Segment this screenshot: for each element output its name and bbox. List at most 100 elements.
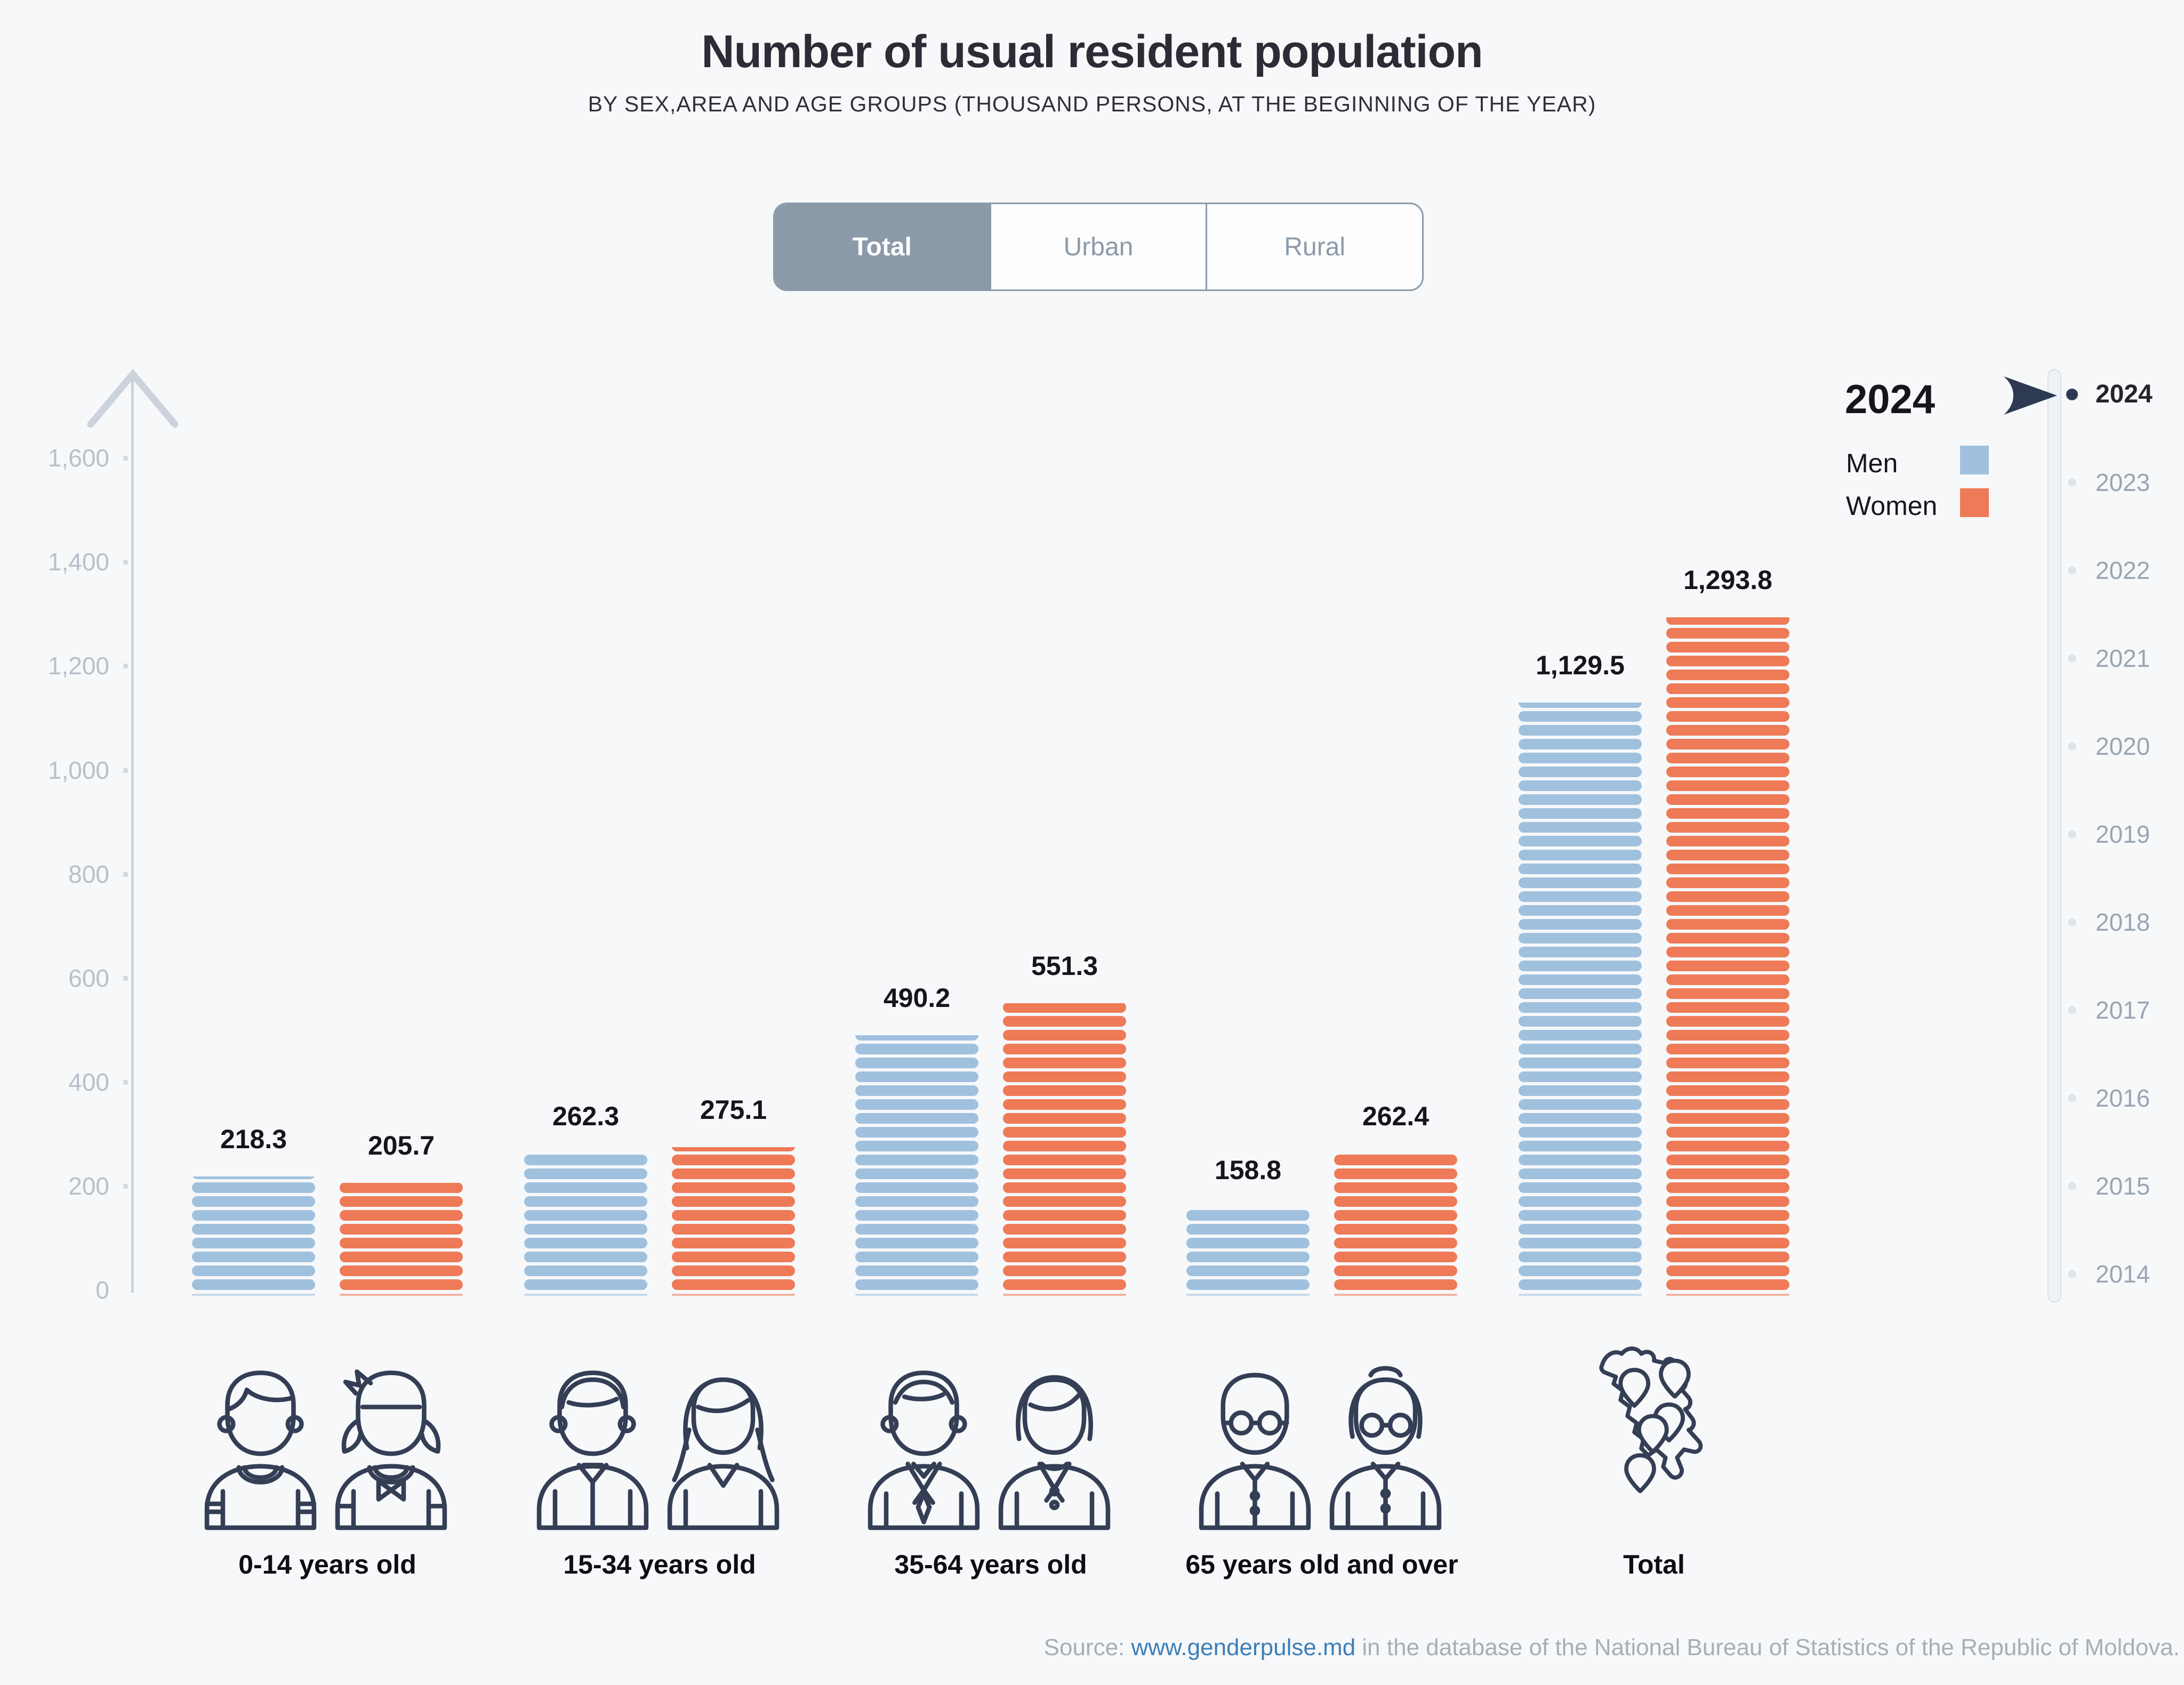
year-item-2021[interactable]: 2021 [2095, 644, 2150, 672]
bar-stripe [1666, 1224, 1789, 1235]
bar-stripe [524, 1155, 647, 1165]
year-item-2020[interactable]: 2020 [2095, 732, 2150, 760]
source-link[interactable]: www.genderpulse.md [1131, 1634, 1356, 1660]
bar-stripe [1003, 1113, 1126, 1124]
bar-stripe [1666, 1085, 1789, 1096]
page-subtitle: BY SEX,AREA AND AGE GROUPS (THOUSAND PER… [588, 92, 1596, 116]
year-item-2023[interactable]: 2023 [2095, 469, 2150, 496]
bar-stripe [524, 1279, 647, 1290]
men-bar-group-3[interactable] [1186, 1207, 1310, 1290]
year-dot-2024[interactable] [2066, 389, 2078, 400]
bar-stripe [1666, 877, 1789, 888]
bar-stripe [1666, 961, 1789, 971]
bar-stripe [1334, 1224, 1457, 1235]
men-bar-group-1[interactable] [524, 1154, 647, 1290]
year-slider-track[interactable] [2048, 369, 2061, 1303]
bar-stripe [1666, 683, 1789, 694]
bar-base-sliver [855, 1294, 978, 1296]
tab-rural[interactable]: Rural [1206, 204, 1422, 289]
y-axis-tick-mark [123, 1079, 128, 1085]
bar-stripe [1003, 1141, 1126, 1151]
year-item-2016[interactable]: 2016 [2095, 1084, 2150, 1112]
women-bar-group-3[interactable] [1334, 1154, 1457, 1290]
bar-stripe [1519, 1265, 1642, 1276]
bar-stripe [524, 1210, 647, 1221]
bar-stripe [1666, 1058, 1789, 1068]
year-dot-2015[interactable] [2068, 1182, 2076, 1190]
women-bar-group-4[interactable] [1666, 617, 1789, 1290]
bar-base-sliver [1003, 1294, 1126, 1296]
bar-stripe [1666, 1210, 1789, 1221]
year-item-2019[interactable]: 2019 [2095, 820, 2150, 848]
year-item-2024[interactable]: 2024 [2095, 380, 2153, 408]
women-bar-group-2[interactable] [1003, 1003, 1126, 1290]
tab-urban[interactable]: Urban [989, 204, 1206, 289]
bar-stripe [1666, 739, 1789, 749]
group-label-0-14: 0-14 years old [238, 1550, 416, 1579]
year-dot-2023[interactable] [2068, 478, 2076, 487]
year-item-2015[interactable]: 2015 [2095, 1172, 2150, 1200]
senior-man-icon [1199, 1373, 1311, 1530]
bar-stripe [672, 1196, 795, 1207]
year-item-2022[interactable]: 2022 [2095, 557, 2150, 584]
bar-stripe [1003, 1196, 1126, 1207]
bar-stripe [1334, 1279, 1457, 1290]
bar-value-label: 262.4 [1362, 1101, 1430, 1131]
bar-stripe [1666, 836, 1789, 846]
bar-stripe [1666, 808, 1789, 819]
men-bar-group-4[interactable] [1519, 703, 1642, 1290]
men-bar-group-0[interactable] [192, 1176, 315, 1290]
bar-stripe [855, 1127, 978, 1138]
men-bar-group-2[interactable] [855, 1035, 978, 1290]
bar-stripe [855, 1058, 978, 1068]
bar-stripe [1519, 1113, 1642, 1124]
bar-stripe [1519, 780, 1642, 791]
bar-stripe [672, 1265, 795, 1276]
bar-stripe [1519, 1238, 1642, 1248]
bar-stripe [672, 1238, 795, 1248]
year-item-2014[interactable]: 2014 [2095, 1260, 2150, 1288]
year-dot-2017[interactable] [2068, 1006, 2076, 1014]
bar-stripe [855, 1196, 978, 1207]
bar-stripe [1519, 703, 1642, 708]
women-bar-group-1[interactable] [672, 1147, 795, 1290]
year-dot-2022[interactable] [2068, 566, 2076, 575]
bar-stripe [1186, 1265, 1310, 1276]
bar-stripe [524, 1196, 647, 1207]
senior-woman-icon [1329, 1366, 1442, 1530]
bar-base-sliver [1334, 1294, 1457, 1296]
bar-stripe [672, 1168, 795, 1179]
bar-value-label: 1,129.5 [1536, 650, 1625, 680]
year-dot-2021[interactable] [2068, 654, 2076, 663]
bar-stripe [1519, 1279, 1642, 1290]
bar-stripe [1519, 1030, 1642, 1041]
bar-stripe [1666, 1265, 1789, 1276]
year-dot-2020[interactable] [2068, 742, 2076, 751]
year-dot-2016[interactable] [2068, 1094, 2076, 1102]
bar-stripe [1666, 1113, 1789, 1124]
bar-stripe [524, 1182, 647, 1193]
women-bar-group-0[interactable] [340, 1183, 463, 1290]
bar-stripe [1003, 1155, 1126, 1165]
y-axis-tick-mark [123, 872, 128, 877]
bar-stripe [524, 1252, 647, 1262]
year-item-2018[interactable]: 2018 [2095, 908, 2150, 936]
bar-stripe [192, 1238, 315, 1248]
bar-stripe [340, 1265, 463, 1276]
year-dot-2019[interactable] [2068, 830, 2076, 839]
page-title: Number of usual resident population [701, 26, 1483, 77]
year-dot-2018[interactable] [2068, 918, 2076, 926]
tab-total[interactable]: Total [775, 204, 990, 289]
bar-stripe [1519, 919, 1642, 930]
bar-stripe [1334, 1265, 1457, 1276]
bar-stripe [1519, 822, 1642, 833]
year-dot-2014[interactable] [2068, 1270, 2076, 1278]
moldova-map-icon [1599, 1347, 1703, 1494]
year-item-2017[interactable]: 2017 [2095, 996, 2150, 1024]
bar-stripe [672, 1182, 795, 1193]
year-slider-cursor-icon[interactable] [2001, 374, 2060, 417]
source-prefix: Source: [1043, 1634, 1131, 1660]
bar-stripe [1666, 753, 1789, 763]
bar-stripe [1666, 1071, 1789, 1082]
